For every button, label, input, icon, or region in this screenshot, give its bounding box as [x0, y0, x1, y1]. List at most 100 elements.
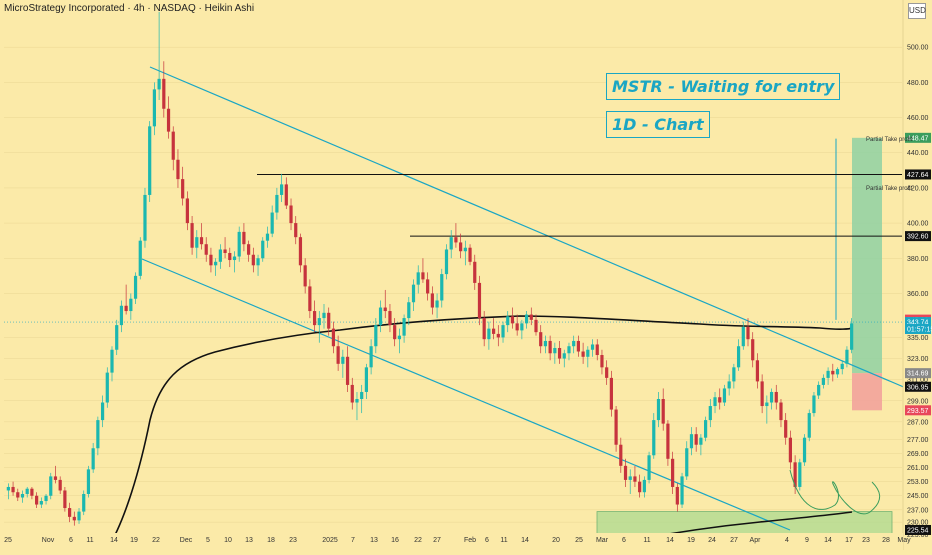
price-tick-label: 460.00 [907, 115, 929, 122]
candle [543, 335, 548, 354]
candle [430, 286, 434, 315]
candle [49, 472, 53, 500]
time-tick-label: 23 [289, 537, 297, 544]
candle [487, 321, 491, 350]
time-axis[interactable] [0, 533, 903, 550]
candle [515, 314, 519, 336]
candle [270, 205, 274, 238]
candle [336, 335, 340, 371]
candle [751, 332, 755, 368]
candle [411, 279, 416, 312]
candle [562, 349, 566, 368]
svg-text:225.54: 225.54 [907, 527, 929, 534]
candle [317, 311, 321, 343]
time-tick-label: 19 [130, 537, 138, 544]
candle [666, 420, 670, 466]
candle [20, 490, 25, 503]
candle [590, 339, 595, 357]
candle [524, 311, 529, 329]
time-tick-label: May [897, 537, 911, 544]
candle [694, 427, 698, 452]
candle [275, 187, 279, 220]
time-tick-label: 2025 [322, 537, 338, 544]
candle [218, 244, 222, 269]
candle [44, 493, 48, 505]
candle [162, 61, 166, 118]
annotation-timeframe[interactable]: 1D - Chart [606, 111, 710, 138]
candle [802, 434, 807, 466]
candle [779, 398, 783, 428]
price-tag: 306.95 [905, 381, 931, 392]
price-axis[interactable] [903, 0, 932, 550]
candle [86, 465, 91, 498]
candle [491, 318, 496, 340]
price-tick-label: 269.00 [907, 451, 929, 458]
candle [732, 363, 736, 389]
candle [689, 427, 694, 456]
candle [383, 289, 387, 319]
candle [477, 275, 482, 326]
price-tag: 343.74 [905, 317, 931, 328]
candle [713, 391, 717, 414]
price-tick-label: 335.00 [907, 335, 929, 342]
price-tag: 225.54 [905, 524, 931, 535]
candle [619, 437, 623, 473]
candle [157, 12, 161, 100]
candle [25, 486, 29, 498]
candle [510, 307, 515, 329]
candle [407, 296, 411, 326]
annotation-main[interactable]: MSTR - Waiting for entry [606, 73, 841, 100]
candle [72, 511, 76, 526]
candle [440, 268, 444, 308]
candle [741, 321, 745, 350]
candle [209, 247, 213, 273]
candle [727, 374, 731, 396]
take-profit-label-2: Partial Take profit [866, 186, 913, 192]
time-tick-label: 4 [785, 537, 789, 544]
svg-text:343.74: 343.74 [907, 320, 929, 327]
time-tick-label: 7 [351, 537, 355, 544]
time-tick-label: 5 [206, 537, 210, 544]
candle [812, 391, 816, 417]
candle [765, 395, 769, 424]
candle [831, 363, 835, 382]
candle [67, 502, 72, 523]
candle [421, 258, 425, 283]
price-tick-label: 237.00 [907, 507, 929, 514]
price-tag: 392.60 [905, 231, 931, 242]
candle [322, 304, 326, 329]
time-tick-label: 22 [152, 537, 160, 544]
candle [722, 384, 727, 407]
candle [609, 370, 613, 417]
candle [152, 82, 157, 136]
candle [265, 226, 270, 248]
candle [444, 244, 449, 280]
candle [548, 335, 552, 361]
candle [232, 251, 237, 273]
time-tick-label: 16 [391, 537, 399, 544]
time-tick-label: 25 [575, 537, 583, 544]
candle [289, 198, 293, 231]
price-tick-label: 440.00 [907, 150, 929, 157]
candle [850, 318, 854, 354]
price-tick-label: 253.00 [907, 479, 929, 486]
candle [506, 311, 510, 333]
time-tick-label: 27 [433, 537, 441, 544]
currency-badge[interactable]: USD [908, 3, 926, 19]
candle [350, 377, 354, 410]
candle [148, 121, 152, 202]
time-tick-label: 28 [882, 537, 890, 544]
price-tick-label: 323.00 [907, 356, 929, 363]
candle [628, 469, 632, 494]
candle [199, 223, 204, 250]
price-tag: 427.64 [905, 169, 931, 180]
price-tag: 01:57:15 [905, 323, 932, 334]
candle [195, 230, 199, 259]
candle [807, 409, 811, 442]
candle [327, 307, 331, 336]
candle [360, 384, 364, 414]
svg-text:392.60: 392.60 [907, 234, 929, 241]
hand-drawn-marks [789, 469, 881, 515]
